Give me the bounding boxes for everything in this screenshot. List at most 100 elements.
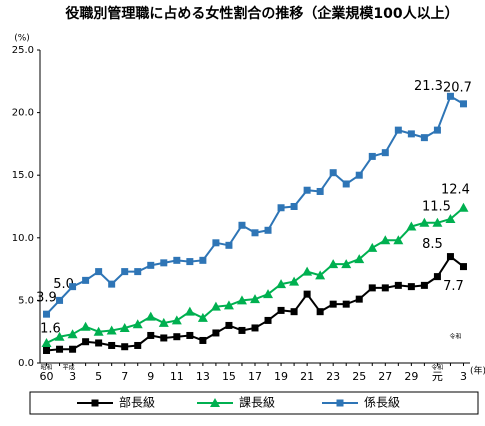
data-point [41,337,52,347]
data-point [329,169,337,177]
data-point [432,217,443,227]
data-point [134,268,142,276]
data-point [393,235,404,245]
data-point [238,326,246,334]
x-tick-label: 21 [300,370,314,383]
data-point [276,279,287,289]
x-tick-label: 23 [326,370,340,383]
data-point [212,329,220,337]
data-point [433,126,441,134]
legend-label: 部長級 [119,395,155,410]
data-point [381,284,389,292]
legend-marker [336,399,344,407]
era-label: 令和 [431,364,443,372]
data-point [303,290,311,298]
data-point [458,202,469,212]
data-point [173,333,181,341]
data-point [145,311,156,321]
data-point [80,321,91,331]
data-point [368,152,376,160]
data-point [95,268,103,276]
x-tick-label: 29 [404,370,418,383]
data-point [264,226,272,234]
data-point [212,239,220,247]
era-label: 平成 [63,364,75,372]
data-point [54,331,65,341]
data-point [341,259,352,269]
data-point [121,268,129,276]
data-point [67,329,78,339]
data-point [251,229,259,237]
data-point [302,266,313,276]
data-point [197,312,208,322]
data-point [43,346,51,354]
data-point [290,203,298,210]
x-tick-label: 7 [121,370,128,383]
data-point [56,296,64,304]
data-point [147,261,155,269]
data-point [407,130,415,138]
x-tick-label: 15 [222,370,236,383]
data-point [69,345,77,353]
data-point [225,241,233,249]
x-tick-label: 5 [95,370,102,383]
data-point [342,180,350,188]
data-point [367,242,378,252]
data-point [173,256,181,264]
data-point [69,283,77,291]
data-label: 1.6 [40,321,61,336]
data-point [56,345,64,353]
y-tick-label: 20.0 [12,108,34,119]
data-point [223,300,234,310]
y-axis-label: (%) [14,34,30,44]
data-point [95,339,103,347]
y-tick-label: 10.0 [12,233,34,244]
x-tick-label: 25 [352,370,366,383]
data-point [355,171,363,179]
data-label: 8.5 [422,237,443,252]
data-point [277,204,285,212]
series-line [46,206,465,344]
data-point [303,186,311,194]
data-point [171,315,182,325]
data-point [394,281,402,289]
data-point [316,187,324,195]
data-point [407,283,415,291]
data-label: 11.5 [422,200,451,215]
data-point [134,341,142,349]
data-point [210,301,221,311]
data-point [119,322,130,332]
data-point [199,256,207,264]
data-point [93,326,104,336]
data-point [406,221,417,231]
data-label: 7.7 [443,279,464,294]
data-point [186,258,194,266]
data-point [43,310,51,318]
era-label: 昭和 [41,364,53,372]
data-point [328,259,339,269]
data-label: 5.0 [53,277,74,292]
x-tick-label: 27 [378,370,392,383]
data-point [238,221,246,229]
data-point [251,324,259,332]
legend-marker [210,398,220,407]
data-point [329,300,337,308]
data-point [277,306,285,314]
x-tick-label: 11 [170,370,184,383]
data-point [315,270,326,280]
data-point [225,321,233,329]
legend-label: 係長級 [364,396,400,410]
x-tick-label: 19 [274,370,288,383]
x-tick-label: 13 [196,370,210,383]
data-point [342,300,350,308]
data-point [445,214,456,224]
data-label: 20.7 [443,80,472,95]
data-point [186,331,194,339]
y-tick-label: 5.0 [18,295,34,306]
data-point [355,295,363,303]
x-tick-label: 3 [69,370,76,383]
y-tick-label: 15.0 [12,170,34,181]
data-point [132,319,143,329]
data-point [82,338,90,346]
x-tick-label: 3 [460,370,467,383]
